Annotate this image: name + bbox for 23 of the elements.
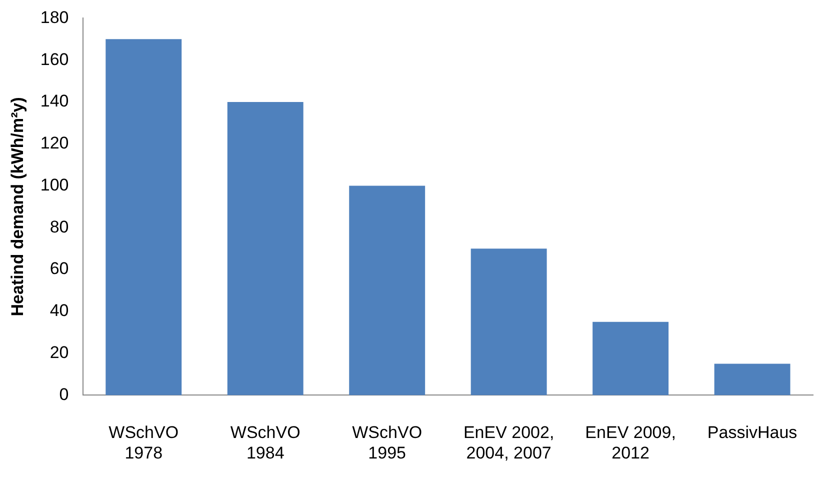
x-tick-label: WSchVO 1995: [352, 423, 422, 462]
y-tick-label: 100: [40, 175, 69, 194]
y-tick-label: 20: [50, 343, 69, 362]
x-tick-label: WSchVO 1984: [230, 423, 300, 462]
y-tick-label: 80: [50, 217, 69, 236]
bar: [592, 322, 669, 396]
y-tick-label: 160: [40, 50, 69, 69]
bar: [106, 39, 182, 396]
y-tick-label: 180: [40, 8, 69, 27]
x-tick-label: EnEV 2009, 2012: [585, 423, 676, 462]
y-tick-label: 40: [50, 301, 69, 320]
y-tick-label: 60: [50, 259, 69, 278]
bar: [714, 364, 790, 396]
y-tick-label: 120: [40, 134, 69, 153]
x-tick-label: WSchVO 1978: [108, 423, 179, 462]
y-axis-title: Heatind demand (kWh/m²y): [8, 97, 27, 316]
bar: [227, 102, 304, 396]
y-tick-label: 140: [40, 92, 69, 111]
bar: [470, 248, 547, 396]
x-tick-label: PassivHaus: [707, 423, 798, 442]
bar: [349, 186, 426, 396]
x-tick-label: EnEV 2002, 2004, 2007: [463, 423, 554, 462]
y-tick-label: 0: [59, 384, 69, 404]
